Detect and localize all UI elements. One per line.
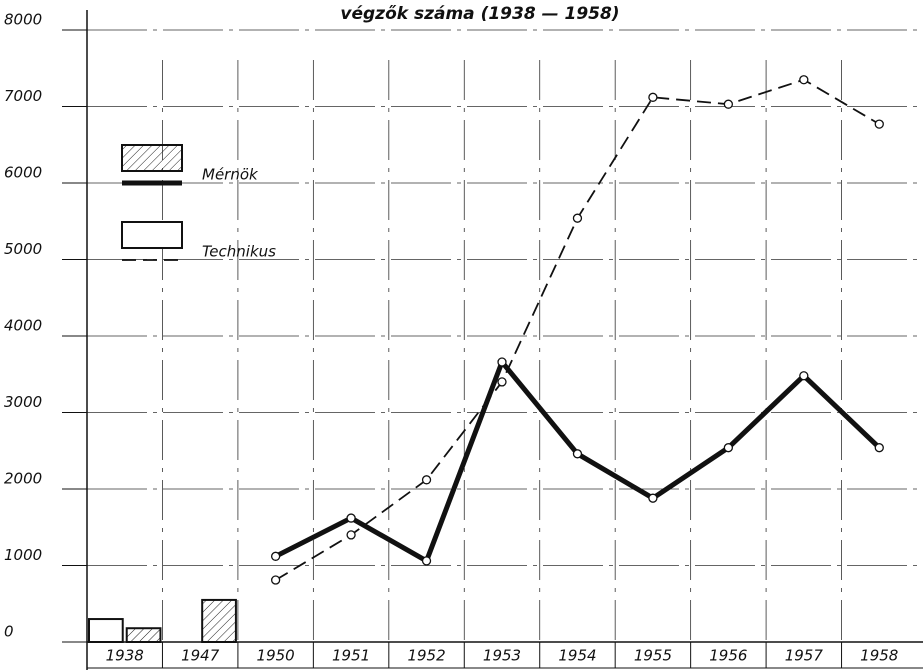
point xyxy=(799,371,809,381)
point xyxy=(572,449,583,459)
x-tick-label: 1957 xyxy=(785,647,824,665)
point xyxy=(421,475,432,485)
x-tick-label: 1954 xyxy=(558,647,596,665)
y-tick-label: 3000 xyxy=(4,393,42,411)
point xyxy=(572,213,583,223)
chart-title: végzők száma (1938 — 1958) xyxy=(340,4,619,24)
x-tick-label: 1952 xyxy=(407,647,445,665)
point xyxy=(874,119,884,129)
legend-swatch xyxy=(121,221,183,249)
y-tick-label: 7000 xyxy=(4,87,42,105)
point xyxy=(874,443,884,453)
y-tick-label: 1000 xyxy=(4,546,42,564)
bar xyxy=(88,618,124,643)
bar xyxy=(125,627,162,643)
y-tick-label: 2000 xyxy=(4,470,42,488)
y-tick-label: 6000 xyxy=(4,164,42,182)
point xyxy=(648,92,658,102)
y-tick-label: 5000 xyxy=(4,240,42,258)
y-tick-label: 0 xyxy=(4,623,14,641)
x-tick-label: 1958 xyxy=(860,647,898,665)
x-tick-label: 1938 xyxy=(106,647,144,665)
point xyxy=(346,513,356,523)
x-tick-label: 1950 xyxy=(257,647,295,665)
point xyxy=(346,530,356,540)
point xyxy=(270,551,281,561)
x-tick-label: 1955 xyxy=(634,647,672,665)
point xyxy=(497,357,507,367)
legend-label: Technikus xyxy=(202,243,276,261)
x-tick-label: 1956 xyxy=(709,647,747,665)
y-tick-label: 4000 xyxy=(4,317,42,335)
legend-swatch xyxy=(121,144,183,172)
point xyxy=(270,575,281,585)
point xyxy=(497,377,507,387)
point xyxy=(421,556,432,566)
point xyxy=(723,443,734,453)
x-tick-label: 1947 xyxy=(181,647,220,665)
legend-label: Mérnök xyxy=(202,166,259,184)
point xyxy=(648,493,658,503)
line xyxy=(274,359,881,564)
x-tick-label: 1953 xyxy=(483,647,521,665)
line xyxy=(275,78,880,581)
y-tick-label: 8000 xyxy=(4,11,42,29)
point xyxy=(723,99,734,109)
point xyxy=(799,75,809,85)
x-tick-label: 1951 xyxy=(332,647,370,665)
bar xyxy=(201,598,237,643)
